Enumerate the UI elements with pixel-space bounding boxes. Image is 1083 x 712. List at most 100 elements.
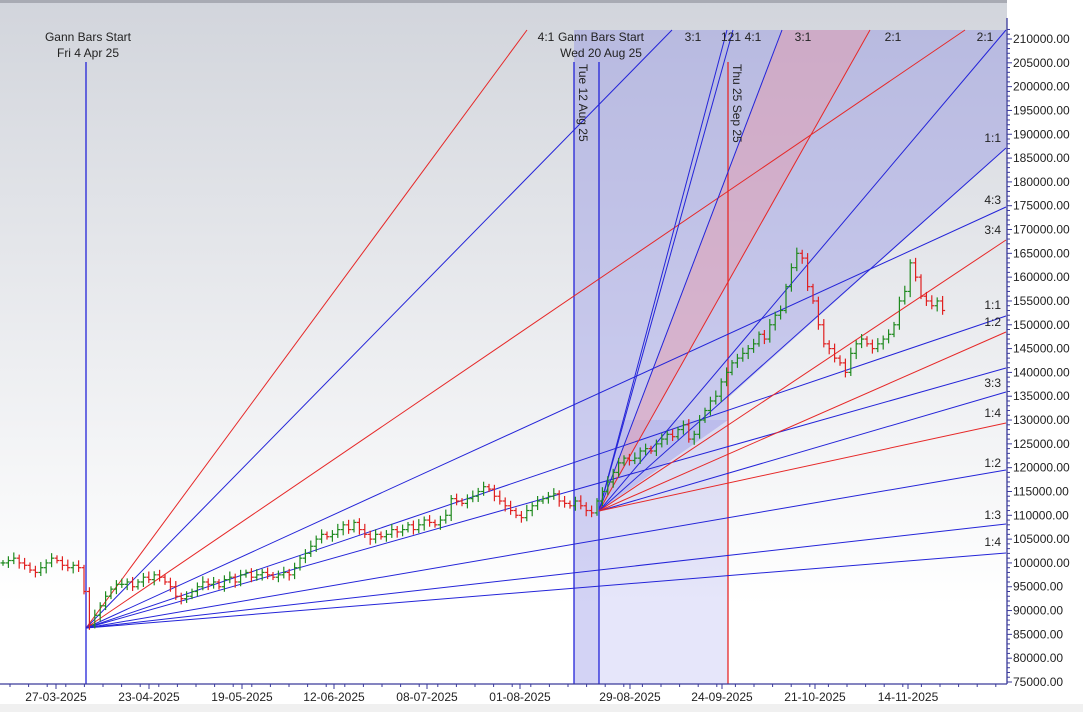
price-bar (675, 426, 681, 440)
price-bar (605, 476, 611, 496)
price-bar (324, 531, 330, 540)
price-bar (799, 249, 805, 264)
price-bar (697, 415, 703, 439)
price-bar (27, 562, 33, 573)
price-bar (740, 347, 746, 362)
price-bar (405, 521, 411, 533)
price-bar (842, 358, 848, 378)
y-tick-label: 150000.00 (1013, 318, 1070, 332)
price-bar (918, 274, 924, 300)
price-bar (583, 502, 589, 517)
price-bar (119, 578, 125, 588)
price-bar (599, 487, 605, 507)
price-bar (940, 295, 946, 315)
gann-start2-label-date: Wed 20 Aug 25 (560, 46, 642, 60)
price-bar (70, 561, 76, 574)
gann-fan1-line (85, 29, 673, 629)
price-bar (718, 378, 724, 402)
x-tick-label: 23-04-2025 (118, 690, 180, 704)
price-bar (238, 569, 244, 587)
price-bar (97, 602, 103, 622)
price-bar (448, 495, 454, 522)
price-bar (216, 579, 222, 590)
price-bar (308, 540, 314, 557)
price-bar (38, 561, 44, 577)
price-bar (373, 529, 379, 544)
price-bar (340, 521, 346, 536)
price-bar (167, 577, 173, 592)
price-bar (621, 455, 627, 466)
gann-fan2-line (598, 239, 1007, 512)
price-bar (335, 523, 341, 538)
price-bar (481, 481, 487, 496)
price-bar (410, 520, 416, 535)
y-tick-label: 210000.00 (1013, 32, 1070, 46)
y-tick-label: 100000.00 (1013, 556, 1070, 570)
price-bar (16, 554, 22, 569)
y-tick-label: 80000.00 (1013, 651, 1063, 665)
price-bar (724, 367, 730, 387)
y-tick-label: 120000.00 (1013, 461, 1070, 475)
price-bar (923, 291, 929, 306)
price-bar (313, 535, 319, 552)
price-bar (464, 494, 470, 509)
gann-fan1-line (85, 206, 1007, 629)
price-bar (416, 519, 422, 534)
price-bar (551, 488, 557, 500)
price-bar (751, 338, 757, 353)
gann-fan2-line (598, 29, 783, 512)
price-bar (356, 518, 362, 535)
price-bar (886, 329, 892, 344)
x-tick-label: 24-09-2025 (691, 690, 753, 704)
gann-fan2-line (598, 331, 1007, 512)
price-bar (194, 582, 200, 597)
price-bar (113, 580, 119, 595)
price-bar (65, 559, 71, 572)
gann-fan1-line (85, 315, 1007, 629)
price-bar (92, 609, 98, 629)
price-bar (805, 253, 811, 291)
price-bar (562, 496, 568, 508)
price-bar (76, 560, 82, 572)
fan-ratio-label-top: 2:1 (885, 30, 902, 44)
y-tick-label: 165000.00 (1013, 246, 1070, 260)
x-tick-label: 14-11-2025 (878, 690, 939, 704)
fan-ratio-label-right: 1:3 (984, 508, 1001, 522)
price-bar (286, 568, 292, 581)
x-tick-label: 27-03-2025 (25, 690, 87, 704)
price-bar (54, 555, 60, 564)
price-bar (513, 507, 519, 519)
price-bar (346, 519, 352, 534)
gann-start-label-title: Gann Bars Start (45, 30, 132, 44)
price-bar (637, 447, 643, 464)
price-bar (378, 531, 384, 540)
gann-fan1-line (85, 469, 1007, 629)
price-bar (86, 587, 92, 630)
price-bar (259, 568, 265, 581)
price-bar (173, 581, 179, 600)
price-bar (826, 340, 832, 355)
price-bar (162, 574, 168, 585)
price-bar (32, 565, 38, 578)
price-bar (680, 420, 686, 435)
price-bar (556, 490, 562, 507)
price-bar (540, 495, 546, 504)
bottom-strip (0, 704, 1083, 712)
fan-ratio-label-right: 1:2 (984, 456, 1001, 470)
price-bar (351, 519, 357, 533)
y-tick-label: 135000.00 (1013, 389, 1070, 403)
price-bar (470, 490, 476, 503)
y-tick-label: 140000.00 (1013, 365, 1070, 379)
price-bar (475, 487, 481, 502)
gann-fan1-line (85, 367, 1007, 629)
price-bar (670, 429, 676, 441)
marker-label-sep25: Thu 25 Sep 25 (730, 64, 744, 143)
price-bar (22, 557, 28, 570)
price-bar (653, 439, 659, 456)
gann-fan1-line (85, 29, 528, 629)
fan-ratio-label-right: 4:3 (984, 193, 1001, 207)
price-bar (497, 490, 503, 505)
price-bar (454, 493, 460, 506)
price-bar (302, 549, 308, 564)
price-bar (664, 430, 670, 445)
